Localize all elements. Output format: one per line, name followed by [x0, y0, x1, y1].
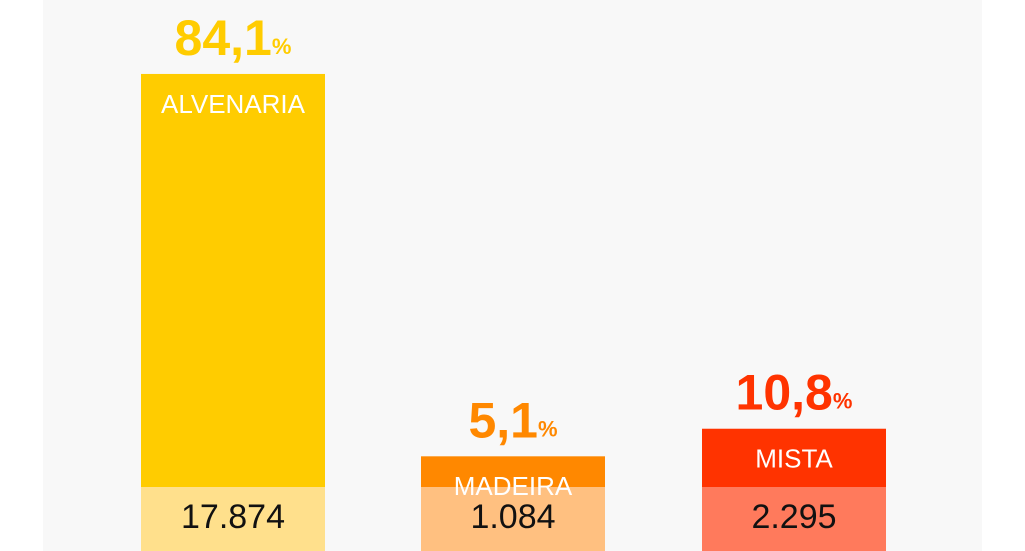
value-unit: %	[833, 389, 853, 414]
category-label: MISTA	[755, 444, 833, 474]
value-label: 5,1%	[468, 393, 557, 449]
count-label: 1.084	[470, 498, 555, 536]
value-unit: %	[272, 34, 292, 59]
value-number: 10,8	[736, 365, 833, 421]
count-label: 17.874	[181, 498, 285, 536]
value-label: 84,1%	[175, 10, 292, 66]
category-label: ALVENARIA	[161, 89, 306, 119]
value-number: 84,1	[175, 10, 272, 66]
value-number: 5,1	[468, 393, 538, 449]
bar	[141, 73, 325, 551]
count-box	[421, 487, 605, 551]
value-unit: %	[538, 416, 558, 441]
count-box	[702, 487, 886, 551]
count-label: 2.295	[751, 498, 836, 536]
category-label: MADEIRA	[454, 471, 573, 501]
count-box	[141, 487, 325, 551]
value-label: 10,8%	[736, 365, 853, 421]
